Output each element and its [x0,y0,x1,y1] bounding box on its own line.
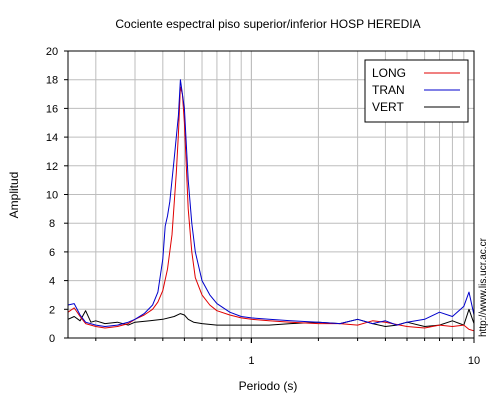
series-line-long [67,86,475,332]
y-tick-label: 10 [46,190,58,202]
y-tick-label: 20 [46,46,58,58]
y-tick-label: 14 [46,132,58,144]
series-layer [67,79,475,332]
series-line-tran [67,79,475,327]
y-axis: 0 2 4 6 8 10 12 14 16 18 20 [46,46,68,345]
y-tick-label: 8 [49,218,55,230]
legend-items: LONG TRAN VERT [372,66,460,114]
legend-label: TRAN [372,83,405,97]
x-axis: 1 10 [95,338,480,367]
legend-box [364,59,469,123]
y-tick-label: 0 [49,333,55,345]
y-tick-label: 18 [46,75,58,87]
legend-label: VERT [372,100,404,114]
x-tick-label: 10 [468,355,480,367]
chart-title: Cociente espectral piso superior/inferio… [115,17,420,31]
legend-label: LONG [372,66,406,80]
legend: LONG TRAN VERT [364,59,469,123]
y-tick-label: 12 [46,161,58,173]
x-axis-label: Periodo (s) [239,379,298,393]
y-tick-label: 16 [46,103,58,115]
grid [68,51,474,338]
series-line-vert [67,308,475,327]
source-url: http://www.lis.ucr.ac.cr [478,237,489,337]
y-tick-label: 6 [49,247,55,259]
y-tick-label: 2 [49,304,55,316]
y-tick-label: 4 [49,276,55,288]
y-axis-label: Amplitud [7,172,21,219]
x-tick-label: 1 [248,355,254,367]
